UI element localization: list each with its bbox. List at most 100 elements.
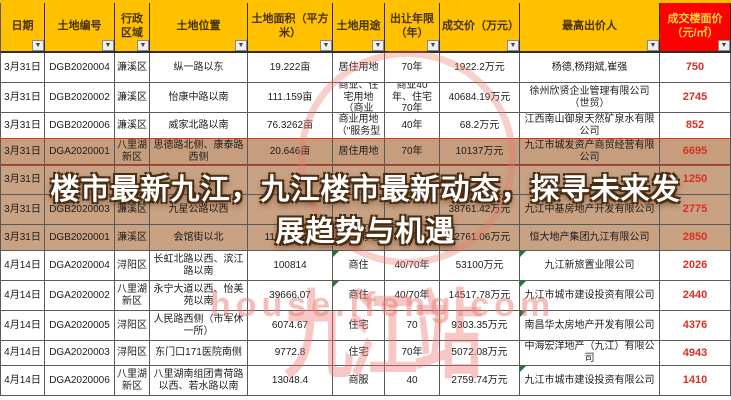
cell-area[interactable]: 6074.67 [248,311,333,341]
cell-location[interactable]: 长虹北路以西、滨江路以南 [150,251,248,281]
cell-use[interactable]: 居住用地 [333,53,385,83]
cell-district[interactable]: 濂溪区 [115,225,150,251]
header-cell-price[interactable]: 成交价（万元） ▼ [440,3,520,53]
cell-use[interactable]: 居住用地 [333,225,385,251]
cell-price[interactable] [440,165,520,195]
cell-date[interactable]: 3月31日 [0,225,45,251]
cell-bidder[interactable]: 中海宏洋地产（九江）有限公司 [520,341,660,366]
cell-price[interactable]: 68.2万元 [440,113,520,139]
cell-area[interactable] [248,195,333,225]
cell-location[interactable] [150,165,248,195]
cell-area[interactable]: 20.646亩 [248,139,333,165]
header-cell-code[interactable]: 土地编号 ▼ [45,3,115,53]
cell-term[interactable]: 70年 [385,341,440,366]
cell-date[interactable]: 4月14日 [0,311,45,341]
header-cell-floor[interactable]: 成交楼面价（元/㎡） ▼ [660,3,731,53]
cell-code[interactable]: DGA2020001 [45,139,115,165]
cell-area[interactable]: 9772.8 [248,341,333,366]
cell-code[interactable]: DGB2020003 [45,195,115,225]
cell-location[interactable]: 威家北路以南 [150,113,248,139]
cell-price[interactable]: 10137万元 [440,139,520,165]
cell-date[interactable]: 3月31日 [0,113,45,139]
cell-area[interactable]: 19.222亩 [248,53,333,83]
filter-dropdown-icon[interactable]: ▼ [647,40,659,51]
cell-bidder[interactable]: 南昌华太房地产开发有限公司 [520,311,660,341]
cell-code[interactable] [45,165,115,195]
cell-date[interactable]: 3月31日 [0,53,45,83]
cell-floor[interactable]: 750 [660,53,731,83]
filter-dropdown-icon[interactable]: ▼ [507,40,519,51]
cell-area[interactable]: 76.3262亩 [248,113,333,139]
cell-term[interactable]: 40/70年 [385,251,440,281]
cell-term[interactable] [385,195,440,225]
cell-floor[interactable]: 2026 [660,251,731,281]
cell-district[interactable]: 浔阳区 [115,341,150,366]
filter-dropdown-icon[interactable]: ▼ [235,40,247,51]
cell-term[interactable] [385,165,440,195]
cell-term[interactable]: 40/70年 [385,281,440,311]
cell-use[interactable]: 商住 [333,281,385,311]
cell-location[interactable]: 八里湖南组团青荷路以西、若水路以南 [150,366,248,396]
cell-code[interactable]: DGA2020006 [45,366,115,396]
cell-area[interactable]: 100814 [248,251,333,281]
cell-price[interactable]: 53100万元 [440,251,520,281]
cell-area[interactable] [248,165,333,195]
header-cell-location[interactable]: 土地位置 ▼ [150,3,248,53]
header-cell-date[interactable]: 日期 ▼ [0,3,45,53]
cell-price[interactable]: 9303.35万元 [440,311,520,341]
cell-code[interactable]: DGB2020002 [45,83,115,113]
cell-price[interactable]: 1922.2万元 [440,53,520,83]
cell-use[interactable] [333,195,385,225]
cell-date[interactable]: 3月31日 [0,83,45,113]
cell-bidder[interactable]: 九江市城市建设投资有限公司 [520,366,660,396]
cell-bidder[interactable]: 九江市城发资产商贸经营有限公司 [520,139,660,165]
cell-use[interactable]: 商业、住宅用地（商业 [333,83,385,113]
cell-date[interactable]: 3月31日 [0,139,45,165]
header-cell-area[interactable]: 土地面积（平方米） ▼ [248,3,333,53]
cell-bidder[interactable]: 徐州欣贤企业管理有限公司（世贸） [520,83,660,113]
cell-district[interactable]: 八里湖新区 [115,139,150,165]
cell-district[interactable]: 浔阳区 [115,311,150,341]
filter-dropdown-icon[interactable]: ▼ [427,40,439,51]
cell-bidder[interactable]: 九江中基房地产开发有限公司 [520,195,660,225]
cell-location[interactable]: 怡康中路以南 [150,83,248,113]
cell-district[interactable]: 濂溪区 [115,113,150,139]
cell-date[interactable]: 4月14日 [0,341,45,366]
cell-floor[interactable]: 2850 [660,225,731,251]
cell-area[interactable]: 111.159亩 [248,83,333,113]
filter-dropdown-icon[interactable]: ▼ [137,40,149,51]
cell-term[interactable]: 商业40年、住宅70年 [385,83,440,113]
cell-floor[interactable]: 1250 [660,165,731,195]
cell-code[interactable]: DGB2020006 [45,113,115,139]
cell-price[interactable]: 42761.06万元 [440,225,520,251]
cell-date[interactable]: 3月31日 [0,165,45,195]
cell-floor[interactable]: 2745 [660,83,731,113]
cell-use[interactable]: 居住用地 [333,139,385,165]
cell-area[interactable]: 39666.07 [248,281,333,311]
cell-term[interactable]: 70年 [385,225,440,251]
cell-district[interactable]: 八里湖新区 [115,366,150,396]
cell-code[interactable]: DGA2020003 [45,341,115,366]
filter-dropdown-icon[interactable]: ▼ [102,40,114,51]
filter-dropdown-icon[interactable]: ▼ [372,40,384,51]
cell-bidder[interactable]: 江西南山御泉天然矿泉水有限公司 [520,113,660,139]
header-cell-bidder[interactable]: 最高出价人 ▼ [520,3,660,53]
cell-date[interactable]: 3月31日 [0,195,45,225]
cell-use[interactable]: 住宅 [333,341,385,366]
header-cell-term[interactable]: 出让年限（年） ▼ [385,3,440,53]
cell-price[interactable]: 40684.19万元 [440,83,520,113]
cell-location[interactable]: 人民路西侧（市军休一所） [150,311,248,341]
cell-location[interactable]: 纵一路以东 [150,53,248,83]
cell-code[interactable]: DGB2020004 [45,53,115,83]
cell-price[interactable]: 38761.42万元 [440,195,520,225]
cell-price[interactable]: 5072.08万元 [440,341,520,366]
cell-floor[interactable]: 4376 [660,311,731,341]
cell-area[interactable]: 112.5291亩 [248,225,333,251]
cell-term[interactable]: 70年 [385,139,440,165]
cell-area[interactable]: 13048.4 [248,366,333,396]
cell-district[interactable]: 濂溪区 [115,53,150,83]
cell-floor[interactable]: 4943 [660,341,731,366]
cell-bidder[interactable] [520,165,660,195]
cell-location[interactable]: 九星公路以西 [150,195,248,225]
cell-use[interactable]: 商住 [333,251,385,281]
